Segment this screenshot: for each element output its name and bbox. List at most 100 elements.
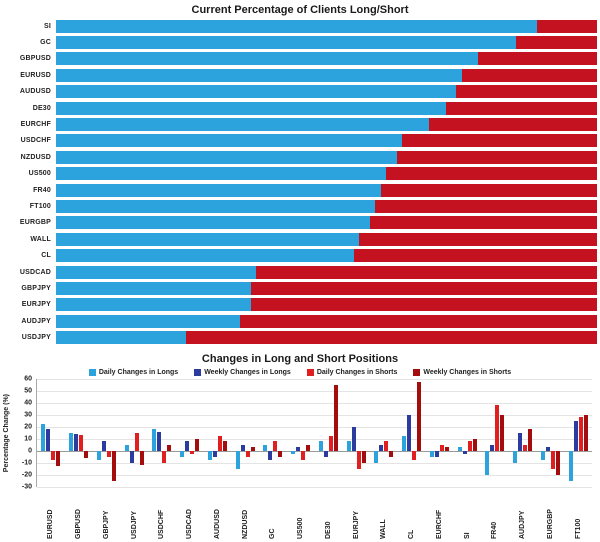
data-bar [356,450,361,469]
short-segment [386,167,597,181]
x-tick-label: NZDUSD [241,509,249,539]
data-bar [361,450,366,463]
top-chart: Current Percentage of Clients Long/Short… [0,4,600,345]
x-label: EURCHF [426,487,454,539]
bar-row: NZDUSD [0,149,600,165]
data-bar [139,450,144,466]
long-segment [56,68,462,82]
category-label: WALL [30,235,51,243]
category-label: USDCHF [20,137,51,145]
data-bar [306,444,311,451]
legend-item: Daily Changes in Shorts [306,368,397,376]
bar-row: USDCAD [0,264,600,280]
category-label: GBPJPY [21,284,51,292]
data-bar [217,436,222,451]
category-label: USDCAD [19,268,51,276]
long-segment [56,331,186,345]
data-bar [301,450,306,461]
x-tick-label: CL [408,529,416,539]
data-bar [296,447,301,451]
short-segment [429,118,597,132]
long-segment [56,118,430,132]
zero-gridline [37,450,592,452]
long-segment [56,134,403,148]
long-segment [56,232,359,246]
stacked-bar [56,281,597,295]
data-bar [212,450,217,457]
stacked-bar [56,314,597,328]
category-label: USDJPY [21,334,51,342]
data-bar [412,450,417,461]
y-tick-label: -10 [21,459,32,467]
data-bar [462,450,467,455]
data-bar [101,441,106,451]
x-tick-label: AUDUSD [213,508,221,539]
x-label: WALL [370,487,398,539]
x-tick-label: AUDJPY [519,510,527,539]
data-bar [513,450,518,463]
long-segment [56,314,240,328]
gridline [37,474,592,476]
stacked-bar [56,101,597,115]
x-label: USDCAD [176,487,204,539]
gridline [37,426,592,428]
stacked-bar [56,118,597,132]
x-label: EURJPY [342,487,370,539]
x-tick-label: GBPUSD [75,508,83,539]
plot-area [36,378,592,488]
x-tick-label: EURJPY [352,510,360,539]
data-bar [540,450,545,461]
data-bar [190,450,195,455]
x-label: SI [453,487,481,539]
x-tick-label: FT100 [574,518,582,539]
data-bar [157,431,162,451]
x-label: AUDJPY [509,487,537,539]
category-label: AUDUSD [19,88,51,96]
data-bar [273,441,278,451]
x-label: CL [398,487,426,539]
x-tick-label: GBPJPY [102,510,110,539]
gridline [37,390,592,392]
legend-label: Weekly Changes in Shorts [423,368,512,376]
bar-row: EURUSD [0,67,600,83]
x-tick-label: EURCHF [435,509,443,539]
short-segment [537,19,597,33]
data-bar [240,444,245,451]
data-bar [106,450,111,457]
category-label: GBPUSD [19,55,51,63]
legend-swatch [306,368,314,376]
data-bar [134,432,139,451]
data-bar [46,429,51,451]
bar-row: FR40 [0,182,600,198]
long-segment [56,216,370,230]
data-bar [457,447,462,451]
data-bar [407,414,412,451]
category-label: SI [43,22,51,30]
legend-item: Daily Changes in Longs [88,368,179,376]
short-segment [380,183,597,197]
category-label: EURCHF [20,121,51,129]
legend-swatch [194,368,202,376]
legend-label: Daily Changes in Longs [98,368,179,376]
stacked-bar [56,85,597,99]
category-label: AUDJPY [21,317,51,325]
short-segment [256,265,597,279]
x-tick-label: GC [269,528,277,539]
gridline [37,486,592,488]
bar-row: EURCHF [0,116,600,132]
x-tick-label: DE30 [324,521,332,539]
x-tick-label: SI [463,532,471,539]
stacked-bar [56,167,597,181]
data-bar [583,414,588,451]
category-label: EURJPY [21,301,51,309]
x-label: GC [259,487,287,539]
bar-row: USDCHF [0,133,600,149]
bar-row: GC [0,34,600,50]
x-label: DE30 [315,487,343,539]
data-bar [439,444,444,451]
y-tick-label: -20 [21,471,32,479]
y-tick-label: -30 [21,483,32,491]
long-segment [56,19,538,33]
stacked-bar [56,199,597,213]
short-segment [369,216,597,230]
